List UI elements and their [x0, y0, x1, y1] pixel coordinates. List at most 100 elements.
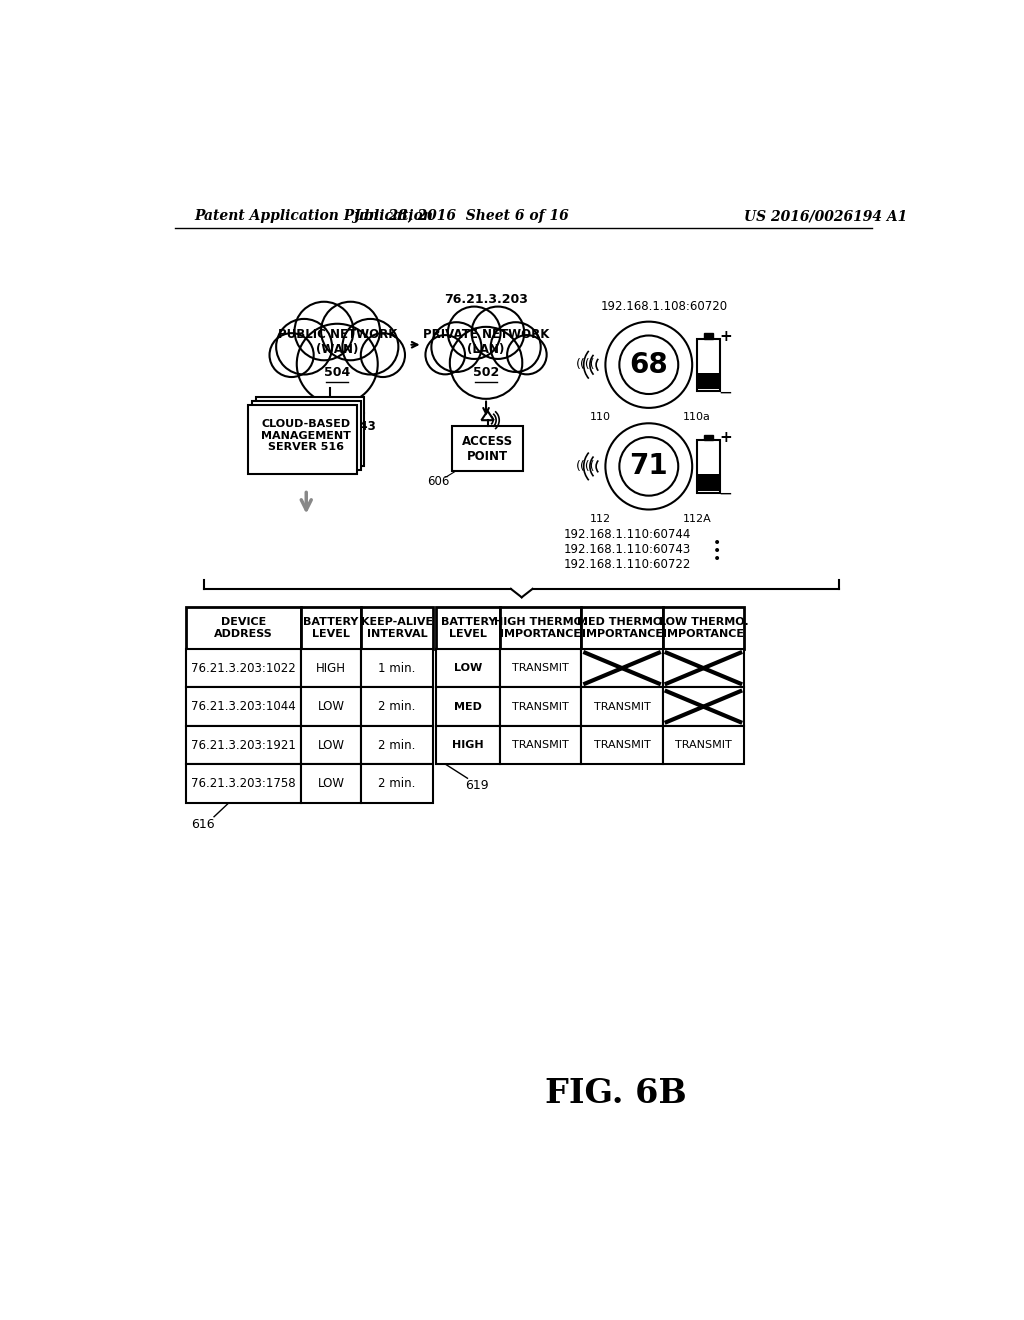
FancyBboxPatch shape [703, 333, 713, 339]
Text: HIGH: HIGH [316, 661, 346, 675]
Text: US 2016/0026194 A1: US 2016/0026194 A1 [743, 209, 907, 223]
Text: 76.21.3.203:1921: 76.21.3.203:1921 [191, 739, 296, 751]
FancyBboxPatch shape [361, 688, 432, 726]
FancyBboxPatch shape [256, 397, 365, 466]
Text: Patent Application Publication: Patent Application Publication [194, 209, 433, 223]
Text: 192.168.1.108:60720: 192.168.1.108:60720 [601, 300, 728, 313]
Text: 76.21.3.203: 76.21.3.203 [444, 293, 528, 306]
Text: CLOUD-BASED
MANAGEMENT
SERVER 516: CLOUD-BASED MANAGEMENT SERVER 516 [261, 418, 351, 453]
Text: TRANSMIT: TRANSMIT [594, 741, 650, 750]
FancyBboxPatch shape [301, 764, 361, 803]
Text: Jan. 28, 2016  Sheet 6 of 16: Jan. 28, 2016 Sheet 6 of 16 [353, 209, 569, 223]
Text: 616: 616 [191, 818, 215, 832]
Text: MED: MED [455, 702, 482, 711]
Text: LOW: LOW [317, 700, 344, 713]
Text: 502: 502 [473, 366, 499, 379]
Text: BATTERY
LEVEL: BATTERY LEVEL [440, 616, 496, 639]
Circle shape [276, 319, 332, 375]
Text: 2 min.: 2 min. [378, 700, 416, 713]
Text: 2 min.: 2 min. [378, 739, 416, 751]
FancyBboxPatch shape [697, 441, 720, 492]
Text: PRIVATE NETWORK
(LAN): PRIVATE NETWORK (LAN) [423, 327, 549, 355]
FancyBboxPatch shape [301, 726, 361, 764]
FancyBboxPatch shape [698, 372, 719, 389]
Text: DEVICE
ADDRESS: DEVICE ADDRESS [214, 616, 272, 639]
Circle shape [297, 323, 378, 404]
Text: −: − [719, 486, 732, 503]
FancyBboxPatch shape [186, 726, 301, 764]
Text: TRANSMIT: TRANSMIT [675, 741, 732, 750]
FancyBboxPatch shape [248, 405, 356, 474]
FancyBboxPatch shape [361, 607, 432, 649]
Text: LOW: LOW [317, 777, 344, 791]
Circle shape [447, 306, 501, 359]
FancyBboxPatch shape [500, 607, 582, 649]
Text: 107.20.224.12:443: 107.20.224.12:443 [252, 420, 377, 433]
Circle shape [605, 322, 692, 408]
FancyBboxPatch shape [663, 688, 744, 726]
Text: 606: 606 [427, 475, 450, 488]
Text: 112A: 112A [682, 513, 712, 524]
Circle shape [490, 322, 541, 372]
Text: LOW THERMO.
IMPORTANCE: LOW THERMO. IMPORTANCE [658, 616, 749, 639]
Circle shape [605, 424, 692, 510]
Circle shape [472, 306, 524, 359]
Text: 192.168.1.110:60722: 192.168.1.110:60722 [563, 558, 691, 572]
Circle shape [322, 302, 380, 360]
Text: BATTERY
LEVEL: BATTERY LEVEL [303, 616, 358, 639]
FancyBboxPatch shape [703, 434, 713, 441]
Text: KEEP-ALIVE
INTERVAL: KEEP-ALIVE INTERVAL [360, 616, 433, 639]
Text: •: • [713, 544, 721, 558]
Text: 76.21.3.203:1758: 76.21.3.203:1758 [191, 777, 296, 791]
Text: TRANSMIT: TRANSMIT [512, 741, 569, 750]
Circle shape [295, 302, 353, 360]
Text: LOW: LOW [454, 663, 482, 673]
FancyBboxPatch shape [452, 426, 523, 471]
Circle shape [450, 327, 522, 399]
FancyBboxPatch shape [186, 764, 301, 803]
Text: 1 min.: 1 min. [378, 661, 416, 675]
Text: LOW: LOW [317, 739, 344, 751]
Text: 2 min.: 2 min. [378, 777, 416, 791]
Text: •: • [713, 536, 721, 550]
Text: TRANSMIT: TRANSMIT [512, 702, 569, 711]
FancyBboxPatch shape [663, 726, 744, 764]
Text: 110a: 110a [683, 412, 711, 422]
Text: MED THERMO.
IMPORTANCE: MED THERMO. IMPORTANCE [578, 616, 667, 639]
Circle shape [360, 333, 404, 378]
Text: HIGH THERMO.
IMPORTANCE: HIGH THERMO. IMPORTANCE [495, 616, 587, 639]
Text: FIG. 6B: FIG. 6B [546, 1077, 687, 1110]
FancyBboxPatch shape [663, 607, 744, 649]
Text: ((((: (((( [575, 459, 595, 473]
FancyBboxPatch shape [582, 649, 663, 688]
Text: ACCESS
POINT: ACCESS POINT [462, 434, 513, 463]
Text: −: − [719, 384, 732, 401]
FancyBboxPatch shape [186, 607, 301, 649]
FancyBboxPatch shape [697, 339, 720, 391]
Circle shape [431, 322, 481, 372]
FancyBboxPatch shape [301, 607, 361, 649]
FancyBboxPatch shape [500, 726, 582, 764]
FancyBboxPatch shape [186, 688, 301, 726]
Text: 112: 112 [590, 513, 611, 524]
Text: HIGH: HIGH [453, 741, 484, 750]
FancyBboxPatch shape [436, 726, 500, 764]
Circle shape [425, 335, 465, 375]
FancyBboxPatch shape [698, 474, 719, 491]
Circle shape [507, 335, 547, 375]
Text: •: • [713, 552, 721, 566]
FancyBboxPatch shape [582, 688, 663, 726]
Text: TRANSMIT: TRANSMIT [512, 663, 569, 673]
Text: 76.21.3.203:1022: 76.21.3.203:1022 [191, 661, 296, 675]
FancyBboxPatch shape [301, 649, 361, 688]
Text: 619: 619 [465, 779, 488, 792]
FancyBboxPatch shape [500, 688, 582, 726]
Text: ((((: (((( [575, 358, 595, 371]
FancyBboxPatch shape [436, 607, 500, 649]
FancyBboxPatch shape [186, 649, 301, 688]
Text: PUBLIC NETWORK
(WAN): PUBLIC NETWORK (WAN) [278, 327, 397, 355]
Circle shape [342, 319, 398, 375]
Text: 68: 68 [630, 351, 669, 379]
Text: 76.21.3.203:1044: 76.21.3.203:1044 [191, 700, 296, 713]
Text: 192.168.1.110:60744: 192.168.1.110:60744 [563, 528, 691, 541]
